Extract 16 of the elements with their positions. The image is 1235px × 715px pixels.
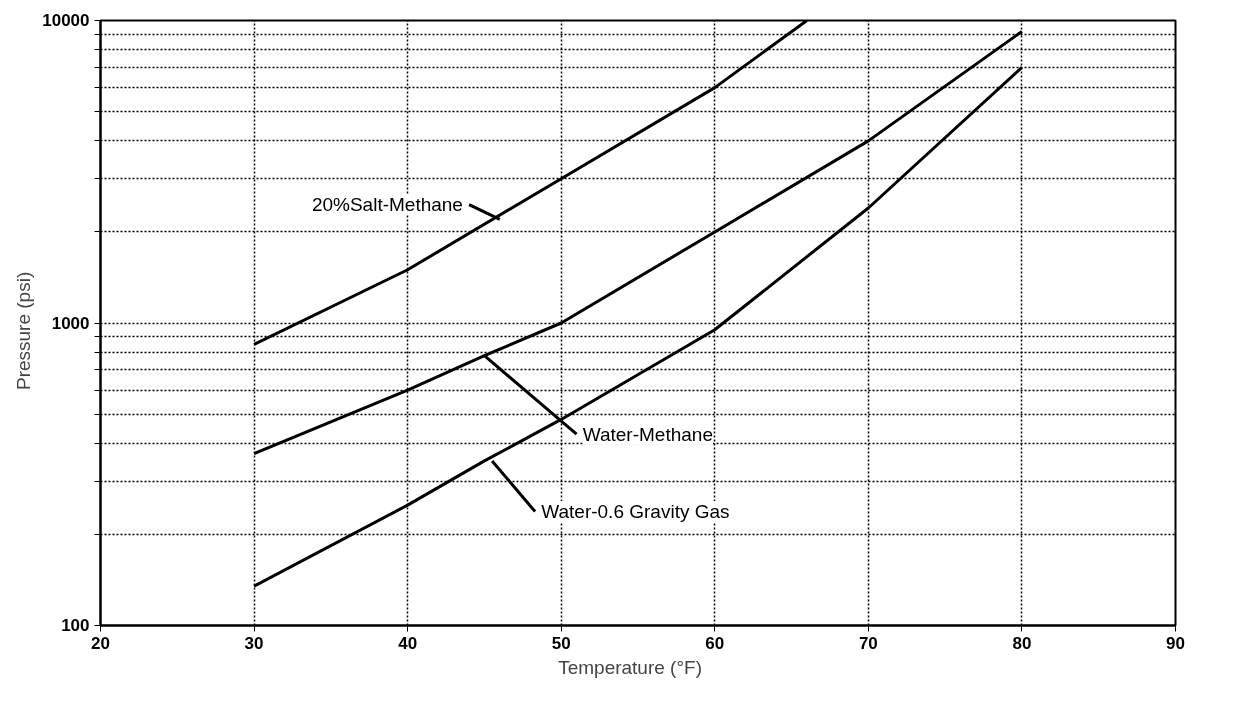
y-axis-title: Pressure (psi) [13,271,35,391]
x-tick-label: 70 [858,633,878,653]
y-tick-label: 10000 [42,11,90,30]
x-tick-label: 60 [705,633,725,653]
annotation: Water-Methane [582,423,713,445]
x-axis-title: Temperature (°F) [558,656,702,678]
x-tick-label: 80 [1012,633,1032,653]
annotation: 20%Salt-Methane [311,194,463,216]
x-tick-label: 50 [551,633,571,653]
x-tick-label: 40 [398,633,418,653]
annotation: Water-0.6 Gravity Gas [541,501,730,523]
x-tick-label: 90 [1166,633,1185,653]
y-tick-label: 1000 [51,313,90,333]
x-tick-label: 20 [91,633,110,653]
y-tick-label: 100 [61,616,90,635]
x-tick-label: 30 [244,633,264,653]
